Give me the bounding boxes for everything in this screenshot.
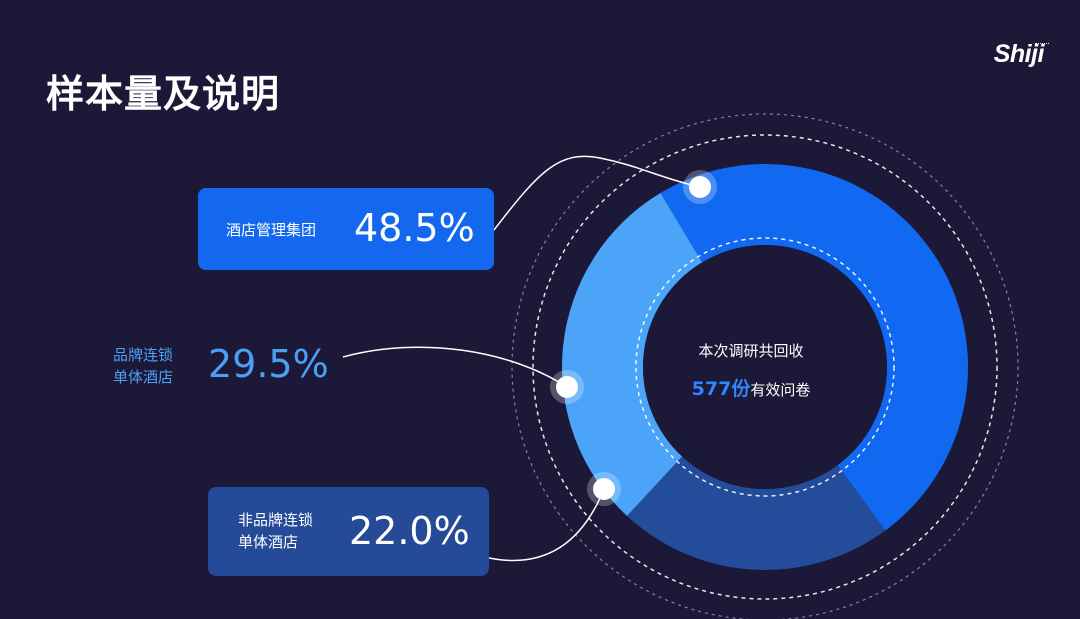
connector-line-3: [488, 488, 605, 562]
label-non-brand-chain-name-line1: 非品牌连锁: [238, 511, 314, 529]
label-hotel-group-name: 酒店管理集团: [226, 221, 317, 239]
connector-dot-3: [593, 478, 615, 500]
center-caption: 本次调研共回收: [698, 342, 804, 360]
connector-dot-1: [689, 176, 711, 198]
label-hotel-group: 酒店管理集团 48.5%: [198, 188, 494, 270]
slice-hotel-group: [660, 163, 969, 531]
slice-non-brand-chain: [627, 456, 886, 570]
label-brand-chain-name-line1: 品牌连锁: [113, 346, 174, 364]
label-brand-chain-name-line2: 单体酒店: [113, 368, 174, 386]
label-brand-chain-name: 品牌连锁 单体酒店: [113, 344, 173, 388]
connector-line-2: [342, 346, 568, 388]
page-title: 样本量及说明: [46, 72, 281, 116]
donut-center-text: 本次调研共回收 577份有效问卷: [656, 340, 846, 401]
label-non-brand-chain: 非品牌连锁 单体酒店 22.0%: [208, 487, 489, 576]
label-brand-chain: 品牌连锁 单体酒店 29.5%: [95, 342, 355, 402]
middle-dashed-ring: [532, 134, 998, 600]
logo-dots: [1035, 43, 1049, 47]
label-non-brand-chain-name-line2: 单体酒店: [238, 533, 299, 551]
outer-dashed-ring: [511, 113, 1019, 619]
slice-brand-chain: [562, 192, 703, 516]
label-non-brand-chain-value: 22.0%: [349, 509, 470, 553]
label-hotel-group-value: 48.5%: [354, 206, 475, 250]
connector-line-1: [493, 155, 701, 231]
label-non-brand-chain-name: 非品牌连锁 单体酒店: [238, 509, 313, 553]
center-count: 577份: [691, 378, 751, 400]
inner-dashed-ring: [635, 237, 895, 497]
center-count-suffix: 有效问卷: [750, 381, 811, 399]
donut-hole: [643, 245, 887, 489]
shiji-logo: Shiji: [993, 40, 1045, 68]
center-count-line: 577份有效问卷: [656, 378, 846, 401]
connector-dot-2: [556, 376, 578, 398]
label-brand-chain-value: 29.5%: [208, 342, 329, 386]
